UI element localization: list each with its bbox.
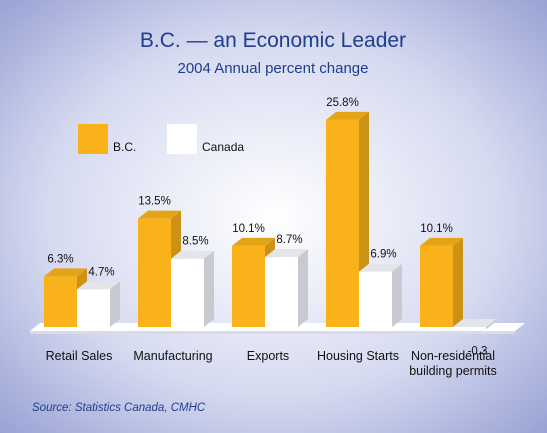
category-label-4: Non-residential building permits xyxy=(409,349,497,378)
value-label-canada-3: 6.9% xyxy=(370,249,396,261)
legend-label-0: B.C. xyxy=(113,140,136,154)
bar-canada-2 xyxy=(265,249,308,327)
legend-swatch-1 xyxy=(167,124,197,154)
value-label-bc-4: 10.1% xyxy=(420,223,453,235)
chart-title: B.C. — an Economic Leader xyxy=(140,29,406,52)
bar-canada-1 xyxy=(171,250,214,327)
category-label-1: Manufacturing xyxy=(133,349,212,363)
legend-swatch-0 xyxy=(78,124,108,154)
value-label-canada-2: 8.7% xyxy=(276,234,302,246)
category-label-3: Housing Starts xyxy=(317,349,399,363)
value-label-bc-0: 6.3% xyxy=(47,253,73,265)
value-label-bc-2: 10.1% xyxy=(232,223,265,235)
value-label-bc-3: 25.8% xyxy=(326,97,359,109)
category-label-0: Retail Sales xyxy=(46,349,113,363)
legend-item-canada: Canada xyxy=(167,124,244,154)
bar-bc-4 xyxy=(420,237,463,327)
source-note: Source: Statistics Canada, CMHC xyxy=(32,402,206,414)
value-labels: 6.3% 13.5% 10.1% 25.8% 10.1% 4.7% 8.5% 8.7% 6.9%… xyxy=(47,97,487,358)
legend-item-bc: B.C. xyxy=(78,124,136,154)
chart-subtitle: 2004 Annual percent change xyxy=(178,60,369,77)
legend-label-1: Canada xyxy=(202,140,244,154)
bar-bc-0 xyxy=(44,268,87,327)
value-label-bc-1: 13.5% xyxy=(138,196,171,208)
floor-edge xyxy=(30,331,515,334)
value-label-canada-1: 8.5% xyxy=(182,236,208,248)
bar-canada-4 xyxy=(453,319,496,330)
bar-canada-3 xyxy=(359,263,402,327)
category-labels: Retail Sales Manufacturing Exports Housing … xyxy=(46,349,497,378)
value-label-canada-4: -0.3 xyxy=(468,345,488,357)
bar-canada-0 xyxy=(77,281,120,327)
legend: B.C. Canada xyxy=(78,124,244,154)
value-label-canada-0: 4.7% xyxy=(88,266,114,278)
bars xyxy=(44,111,496,330)
category-label-2: Exports xyxy=(247,349,289,363)
bar-bc-3 xyxy=(326,111,369,328)
